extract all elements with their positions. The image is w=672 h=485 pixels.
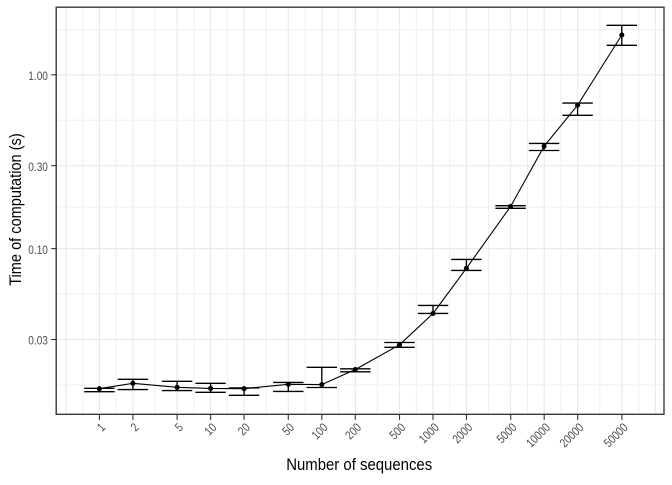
svg-text:Time of computation (s): Time of computation (s) xyxy=(6,133,25,286)
svg-text:Number of sequences: Number of sequences xyxy=(286,455,432,474)
svg-text:0.30: 0.30 xyxy=(28,160,48,174)
svg-text:0.03: 0.03 xyxy=(28,334,48,348)
svg-text:1.00: 1.00 xyxy=(28,69,48,83)
svg-text:0.10: 0.10 xyxy=(28,243,48,257)
